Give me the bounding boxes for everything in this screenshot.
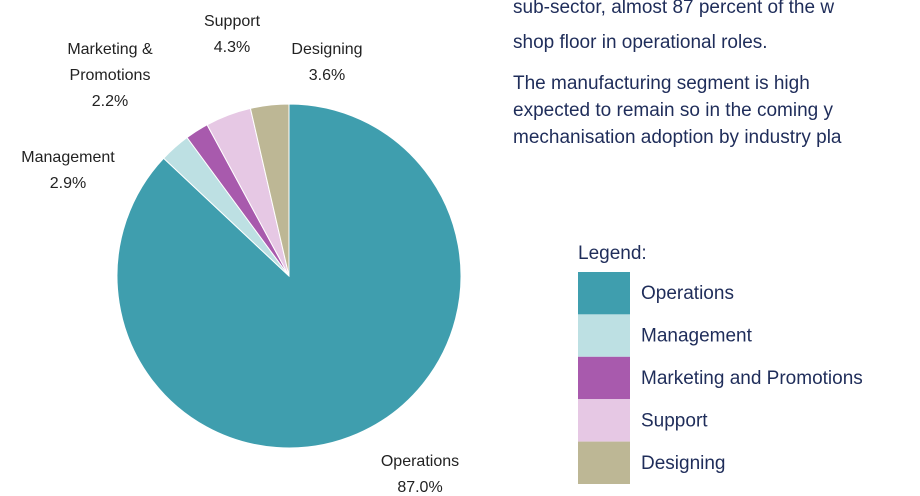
slice-value-label: 2.9% <box>50 175 86 192</box>
paragraph-line: sub-sector, almost 87 percent of the w <box>513 0 834 18</box>
legend-label: Support <box>641 410 708 431</box>
legend-title: Legend: <box>578 243 647 264</box>
slice-label: Support <box>204 13 261 30</box>
legend-swatch <box>578 272 630 315</box>
legend-swatch <box>578 441 630 484</box>
legend-label: Designing <box>641 453 726 474</box>
pie-slice <box>249 103 290 277</box>
legend-label: Marketing and Promotions <box>641 368 863 389</box>
slice-label: Management <box>21 149 115 166</box>
legend-swatch <box>578 356 630 400</box>
legend-swatch <box>578 399 630 442</box>
slice-value-label: 3.6% <box>309 67 345 84</box>
paragraph-line: mechanisation adoption by industry pla <box>513 127 842 148</box>
slice-label: Marketing & <box>67 41 153 58</box>
slice-label: Designing <box>291 41 362 58</box>
legend-label: Management <box>641 326 753 347</box>
slice-label: Operations <box>381 453 459 470</box>
paragraph-line: shop floor in operational roles. <box>513 32 768 53</box>
slice-label: Promotions <box>70 67 151 84</box>
slice-value-label: 4.3% <box>214 39 250 56</box>
slice-value-label: 87.0% <box>397 479 442 496</box>
legend-label: Operations <box>641 283 734 304</box>
paragraph-line: expected to remain so in the coming y <box>513 100 834 121</box>
slice-value-label: 2.2% <box>92 93 128 110</box>
paragraph-line: The manufacturing segment is high <box>513 73 810 94</box>
legend-swatch <box>578 314 630 357</box>
